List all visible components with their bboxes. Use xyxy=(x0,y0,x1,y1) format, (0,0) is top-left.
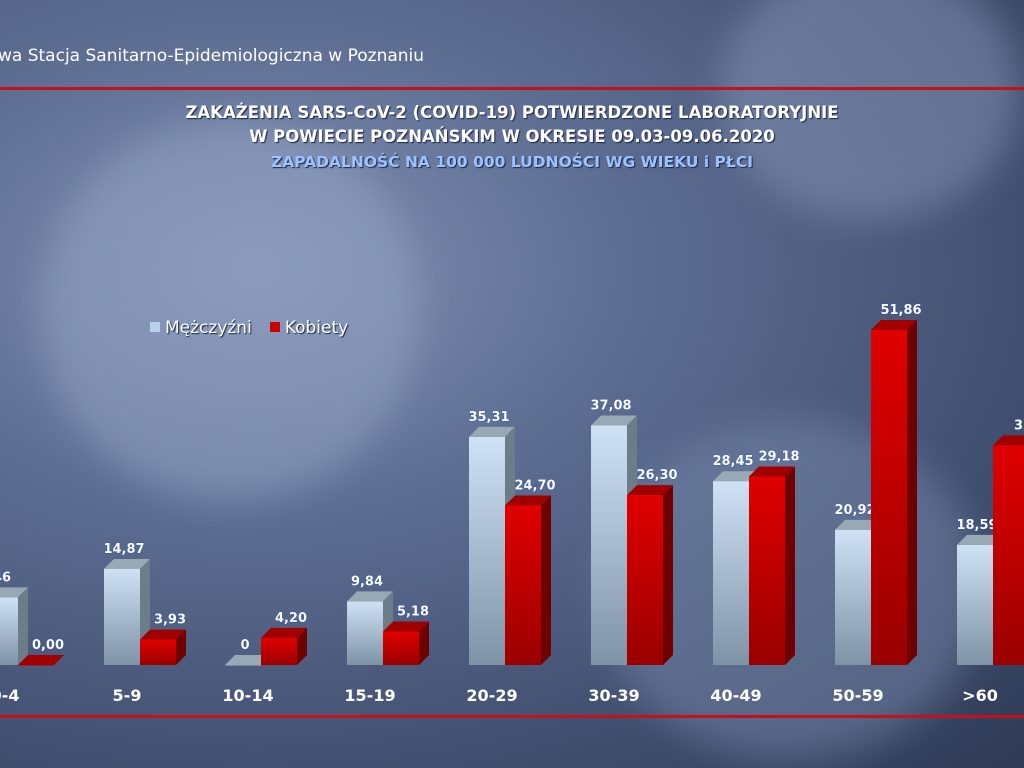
bar-side-women xyxy=(297,627,307,665)
bar-women xyxy=(18,665,54,666)
x-tick-label: >60 xyxy=(962,686,998,705)
virus-background xyxy=(720,0,1020,220)
bar-men xyxy=(835,529,871,665)
bar-top-women xyxy=(140,629,186,640)
bar-men xyxy=(591,425,627,665)
bar-top-men xyxy=(957,534,1003,545)
legend-item-women: Kobiety xyxy=(269,318,348,338)
bar-top-men xyxy=(0,587,28,598)
bar-top-men xyxy=(347,591,393,602)
data-label: 28,45 xyxy=(712,454,753,469)
bar-men xyxy=(104,568,140,665)
chart-subtitle: ZAPADALNOŚĆ NA 100 000 LUDNOŚCI WG WIEKU… xyxy=(270,153,754,171)
data-label: 37,08 xyxy=(590,398,631,413)
data-label: 5,18 xyxy=(397,605,429,620)
chart-title-line2: W POWIECIE POZNAŃSKIM W OKRESIE 09.03-09… xyxy=(249,127,775,146)
bottom-divider xyxy=(0,715,1024,718)
x-tick-label: 0-4 xyxy=(0,686,19,705)
chart-title: ZAKAŻENIA SARS-CoV-2 (COVID-19) POTWIERD… xyxy=(185,103,839,122)
x-tick-label: 30-39 xyxy=(588,686,639,705)
bar-top-women xyxy=(505,495,551,506)
virus-background xyxy=(40,120,420,500)
data-label: 24,70 xyxy=(514,478,555,493)
x-tick-label: 50-59 xyxy=(832,686,883,705)
bar-women xyxy=(505,505,541,665)
bar-side-women xyxy=(541,495,551,665)
bar-top-women xyxy=(18,655,64,665)
x-tick-label: 20-29 xyxy=(466,686,517,705)
data-label: 0,00 xyxy=(32,638,64,653)
bar-side-women xyxy=(419,621,429,665)
x-tick-label: 5-9 xyxy=(113,686,142,705)
data-label: 51,86 xyxy=(880,303,921,318)
bar-men xyxy=(225,665,261,666)
data-label: 26,30 xyxy=(636,468,677,483)
bar-men xyxy=(957,544,993,665)
data-label: 3,93 xyxy=(154,613,186,628)
bar-side-women xyxy=(907,319,917,665)
bar-top-men xyxy=(591,415,637,426)
bar-top-women xyxy=(749,466,795,477)
bar-top-women xyxy=(261,627,307,638)
organization-header: wa Stacja Sanitarno-Epidemiologiczna w P… xyxy=(0,46,425,66)
bar-top-men xyxy=(469,426,515,437)
bar-side-women xyxy=(785,466,795,665)
bar-women xyxy=(383,631,419,665)
bar-women xyxy=(261,637,297,665)
top-divider xyxy=(0,87,1024,90)
data-label: 33 xyxy=(1014,418,1024,433)
bar-women xyxy=(993,445,1024,665)
legend-swatch-men xyxy=(150,322,160,332)
bar-top-men xyxy=(225,655,271,665)
data-label: 14,87 xyxy=(103,542,144,557)
bar-men xyxy=(347,601,383,665)
legend-swatch-women xyxy=(269,322,280,332)
data-label: 29,18 xyxy=(758,449,799,464)
data-label: 35,31 xyxy=(468,410,509,425)
data-label: 9,84 xyxy=(351,574,383,589)
data-label: 46 xyxy=(0,570,11,585)
legend-item-men: Mężczyźni xyxy=(150,318,252,338)
data-label: 4,20 xyxy=(275,611,307,626)
bar-women xyxy=(749,476,785,665)
bar-side-women xyxy=(176,629,186,665)
bar-top-men xyxy=(713,471,759,482)
bar-women xyxy=(871,329,907,665)
bar-top-men xyxy=(104,558,150,569)
bar-top-women xyxy=(993,435,1024,446)
data-label: 20,92 xyxy=(834,503,875,518)
data-label: 18,59 xyxy=(956,518,997,533)
bar-women xyxy=(627,495,663,665)
bar-top-women xyxy=(627,485,673,496)
bar-top-women xyxy=(383,621,429,632)
bar-side-men xyxy=(18,587,28,665)
bar-men xyxy=(0,597,18,665)
x-tick-label: 15-19 xyxy=(344,686,395,705)
legend: Mężczyźni Kobiety xyxy=(150,318,348,338)
bar-top-women xyxy=(871,319,917,330)
bar-women xyxy=(140,639,176,665)
bar-men xyxy=(469,436,505,665)
bar-men xyxy=(713,481,749,665)
bar-top-men xyxy=(835,519,881,530)
x-tick-label: 10-14 xyxy=(222,686,273,705)
data-label: 0 xyxy=(240,638,249,653)
x-tick-label: 40-49 xyxy=(710,686,761,705)
bar-side-women xyxy=(663,485,673,665)
